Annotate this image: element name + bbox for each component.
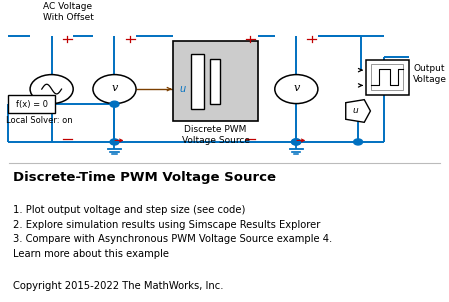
Polygon shape [346, 100, 370, 122]
Text: v: v [293, 82, 299, 93]
Bar [371, 64, 403, 90]
Text: Discrete PWM
Voltage Source: Discrete PWM Voltage Source [181, 125, 250, 146]
Bar [173, 41, 258, 121]
Text: Output
Voltage: Output Voltage [413, 64, 447, 84]
Circle shape [292, 139, 301, 145]
Text: 1. Plot output voltage and step size (see code)
2. Explore simulation results us: 1. Plot output voltage and step size (se… [13, 205, 333, 259]
Circle shape [275, 75, 318, 104]
Circle shape [93, 75, 136, 104]
Circle shape [353, 139, 363, 145]
Text: Discrete-Time PWM Voltage Source: Discrete-Time PWM Voltage Source [13, 171, 277, 184]
Circle shape [110, 101, 119, 107]
Text: AC Voltage
With Offset: AC Voltage With Offset [43, 2, 93, 22]
Text: Copyright 2015-2022 The MathWorks, Inc.: Copyright 2015-2022 The MathWorks, Inc. [13, 281, 224, 291]
Bar [8, 95, 55, 113]
Text: f(x) = 0: f(x) = 0 [16, 100, 48, 109]
Text: u: u [180, 84, 186, 94]
Circle shape [30, 75, 73, 104]
Text: u: u [353, 107, 358, 115]
Text: v: v [111, 82, 118, 93]
Bar [366, 60, 409, 95]
Bar [210, 59, 220, 104]
Bar [191, 54, 204, 109]
Text: Local Solver: on: Local Solver: on [6, 116, 72, 125]
Circle shape [110, 139, 119, 145]
Circle shape [291, 139, 300, 145]
